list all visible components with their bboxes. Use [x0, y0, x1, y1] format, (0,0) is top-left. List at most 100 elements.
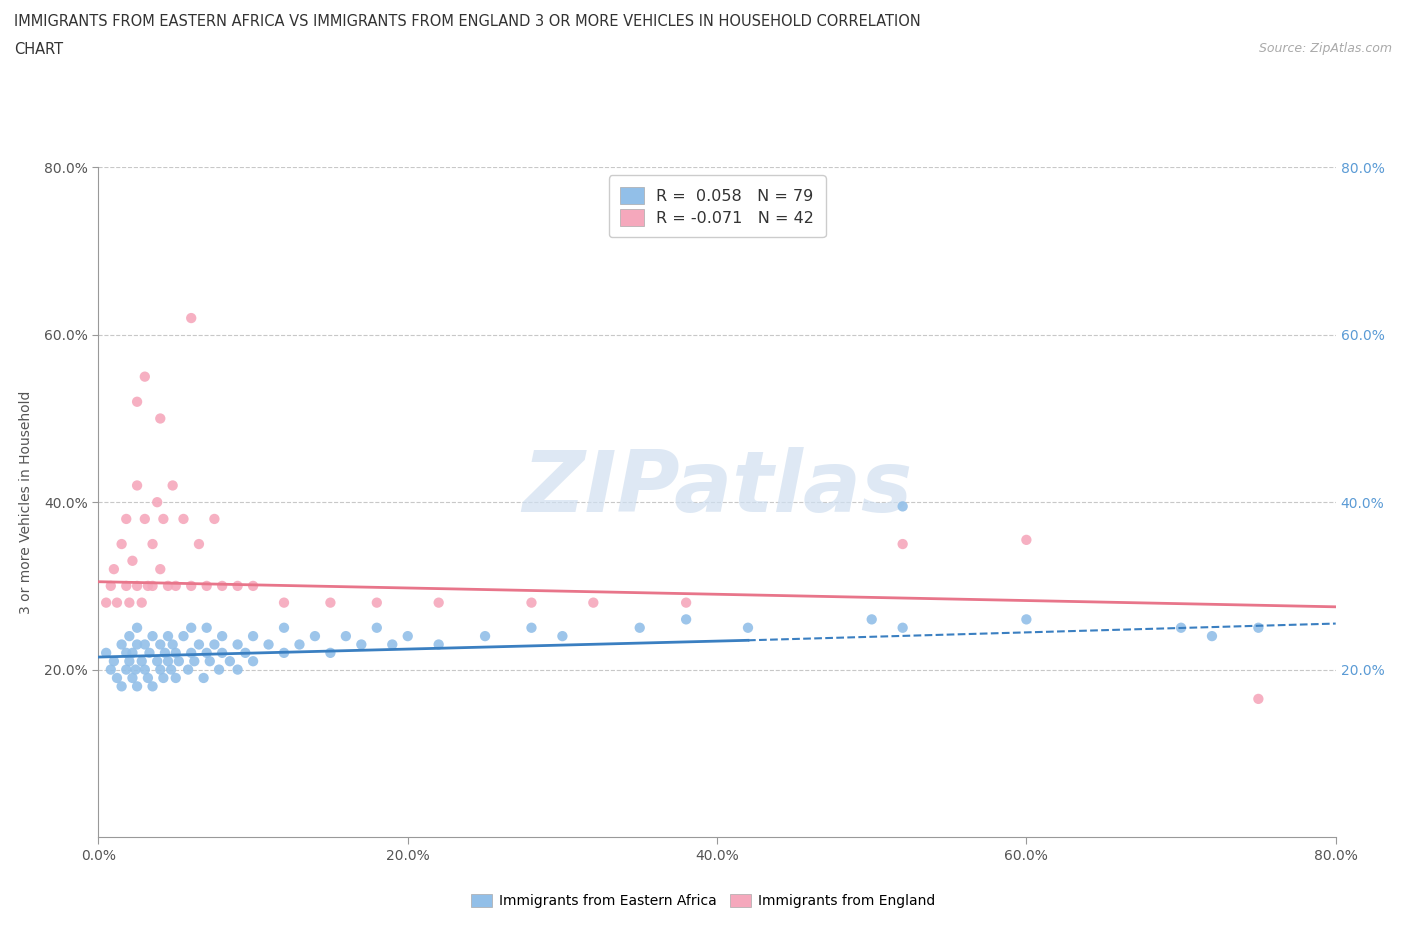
Point — [111, 637, 134, 652]
Point — [162, 637, 184, 652]
Point — [242, 578, 264, 593]
Point — [157, 629, 180, 644]
Point — [891, 620, 914, 635]
Point — [180, 645, 202, 660]
Point — [1247, 692, 1270, 707]
Point — [366, 595, 388, 610]
Point — [520, 620, 543, 635]
Point — [115, 512, 138, 526]
Point — [188, 537, 211, 551]
Point — [173, 512, 195, 526]
Point — [103, 562, 125, 577]
Point — [142, 679, 165, 694]
Text: ZIPatlas: ZIPatlas — [522, 447, 912, 530]
Point — [860, 612, 883, 627]
Point — [121, 645, 143, 660]
Point — [582, 595, 605, 610]
Point — [288, 637, 311, 652]
Point — [142, 629, 165, 644]
Point — [520, 595, 543, 610]
Point — [242, 629, 264, 644]
Point — [153, 645, 176, 660]
Point — [273, 645, 295, 660]
Point — [226, 637, 249, 652]
Text: IMMIGRANTS FROM EASTERN AFRICA VS IMMIGRANTS FROM ENGLAND 3 OR MORE VEHICLES IN : IMMIGRANTS FROM EASTERN AFRICA VS IMMIGR… — [14, 14, 921, 29]
Point — [628, 620, 651, 635]
Point — [111, 679, 134, 694]
Point — [257, 637, 280, 652]
Point — [127, 478, 149, 493]
Point — [211, 578, 233, 593]
Point — [177, 662, 200, 677]
Point — [396, 629, 419, 644]
Point — [319, 645, 342, 660]
Point — [134, 369, 156, 384]
Point — [149, 562, 172, 577]
Point — [134, 637, 156, 652]
Point — [1170, 620, 1192, 635]
Point — [157, 578, 180, 593]
Legend: Immigrants from Eastern Africa, Immigrants from England: Immigrants from Eastern Africa, Immigran… — [465, 888, 941, 914]
Point — [183, 654, 205, 669]
Point — [551, 629, 574, 644]
Point — [211, 645, 233, 660]
Point — [474, 629, 496, 644]
Point — [319, 595, 342, 610]
Point — [427, 637, 450, 652]
Point — [891, 537, 914, 551]
Point — [193, 671, 215, 685]
Point — [180, 311, 202, 325]
Point — [226, 578, 249, 593]
Point — [105, 595, 128, 610]
Point — [142, 537, 165, 551]
Text: Source: ZipAtlas.com: Source: ZipAtlas.com — [1258, 42, 1392, 55]
Y-axis label: 3 or more Vehicles in Household: 3 or more Vehicles in Household — [20, 391, 32, 614]
Point — [103, 654, 125, 669]
Point — [115, 645, 138, 660]
Point — [891, 499, 914, 514]
Point — [180, 620, 202, 635]
Point — [180, 578, 202, 593]
Point — [136, 578, 159, 593]
Point — [350, 637, 373, 652]
Point — [127, 394, 149, 409]
Point — [204, 512, 226, 526]
Point — [219, 654, 242, 669]
Point — [165, 671, 187, 685]
Point — [121, 553, 143, 568]
Point — [165, 645, 187, 660]
Point — [118, 654, 141, 669]
Point — [127, 620, 149, 635]
Point — [111, 537, 134, 551]
Point — [142, 578, 165, 593]
Point — [160, 662, 183, 677]
Point — [152, 512, 174, 526]
Point — [1015, 533, 1038, 548]
Point — [335, 629, 357, 644]
Point — [131, 654, 153, 669]
Point — [115, 578, 138, 593]
Point — [208, 662, 231, 677]
Point — [134, 512, 156, 526]
Point — [100, 662, 122, 677]
Point — [675, 612, 697, 627]
Point — [167, 654, 190, 669]
Point — [96, 645, 118, 660]
Point — [121, 671, 143, 685]
Point — [242, 654, 264, 669]
Point — [366, 620, 388, 635]
Point — [127, 578, 149, 593]
Point — [235, 645, 257, 660]
Point — [131, 595, 153, 610]
Point — [188, 637, 211, 652]
Point — [149, 637, 172, 652]
Point — [195, 578, 218, 593]
Point — [204, 637, 226, 652]
Point — [1201, 629, 1223, 644]
Point — [427, 595, 450, 610]
Point — [127, 679, 149, 694]
Point — [675, 595, 697, 610]
Point — [1247, 620, 1270, 635]
Point — [146, 654, 169, 669]
Point — [162, 478, 184, 493]
